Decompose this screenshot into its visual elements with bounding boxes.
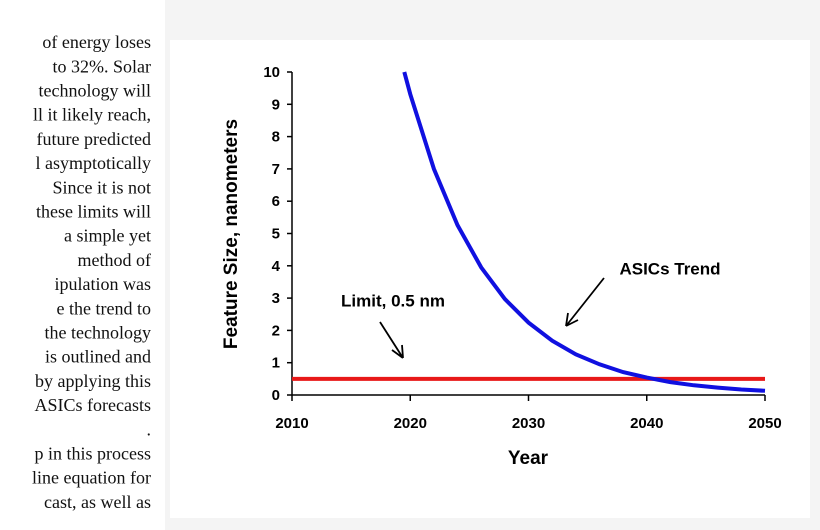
text-line: cast, as well as bbox=[44, 492, 151, 512]
text-line: to 32%. Solar bbox=[53, 56, 152, 76]
text-line: line equation for bbox=[32, 468, 151, 488]
y-tick-label: 2 bbox=[272, 322, 280, 339]
text-line: l asymptotically bbox=[36, 153, 151, 173]
y-tick-label: 8 bbox=[272, 129, 280, 146]
text-line: Since it is not bbox=[53, 177, 152, 197]
y-tick-label: 6 bbox=[272, 193, 280, 210]
x-tick-label: 2050 bbox=[748, 415, 781, 432]
x-tick-label: 2040 bbox=[630, 415, 663, 432]
y-tick-label: 9 bbox=[272, 96, 280, 113]
y-tick-label: 0 bbox=[272, 387, 280, 404]
x-tick-label: 2010 bbox=[275, 415, 308, 432]
x-tick-label: 2030 bbox=[512, 415, 545, 432]
text-line: a simple yet bbox=[64, 226, 151, 246]
text-line: . bbox=[147, 419, 152, 439]
text-line: technology will bbox=[39, 81, 151, 101]
y-tick-label: 3 bbox=[272, 290, 280, 307]
x-tick-label: 2020 bbox=[394, 415, 427, 432]
text-line: of energy loses bbox=[42, 32, 151, 52]
y-tick-label: 7 bbox=[272, 161, 280, 178]
text-line: is outlined and bbox=[45, 347, 151, 367]
text-line: e the trend to bbox=[57, 298, 151, 318]
annotation: Limit, 0.5 nm bbox=[341, 291, 445, 310]
y-axis-title: Feature Size, nanometers bbox=[221, 119, 242, 349]
y-tick-label: 5 bbox=[272, 225, 280, 242]
text-line: ASICs forecasts bbox=[35, 395, 151, 415]
text-line: p in this process bbox=[35, 444, 152, 464]
arrow bbox=[565, 277, 605, 327]
text-panel bbox=[0, 0, 165, 530]
text-line: ll it likely reach, bbox=[33, 105, 151, 125]
y-tick-label: 1 bbox=[272, 355, 280, 372]
text-line: ipulation was bbox=[55, 274, 152, 294]
text-line: method of bbox=[78, 250, 152, 270]
x-axis-title: Year bbox=[508, 448, 549, 469]
arrow bbox=[379, 321, 404, 359]
text-line: these limits will bbox=[36, 202, 151, 222]
annotation: ASICs Trend bbox=[619, 259, 720, 278]
series-line bbox=[402, 71, 766, 393]
text-line: by applying this bbox=[35, 371, 151, 391]
y-tick-label: 4 bbox=[272, 258, 281, 275]
y-tick-label: 10 bbox=[263, 64, 280, 81]
text-line: the technology bbox=[45, 323, 151, 343]
arrows bbox=[379, 277, 605, 359]
text-line: future predicted bbox=[37, 129, 151, 149]
